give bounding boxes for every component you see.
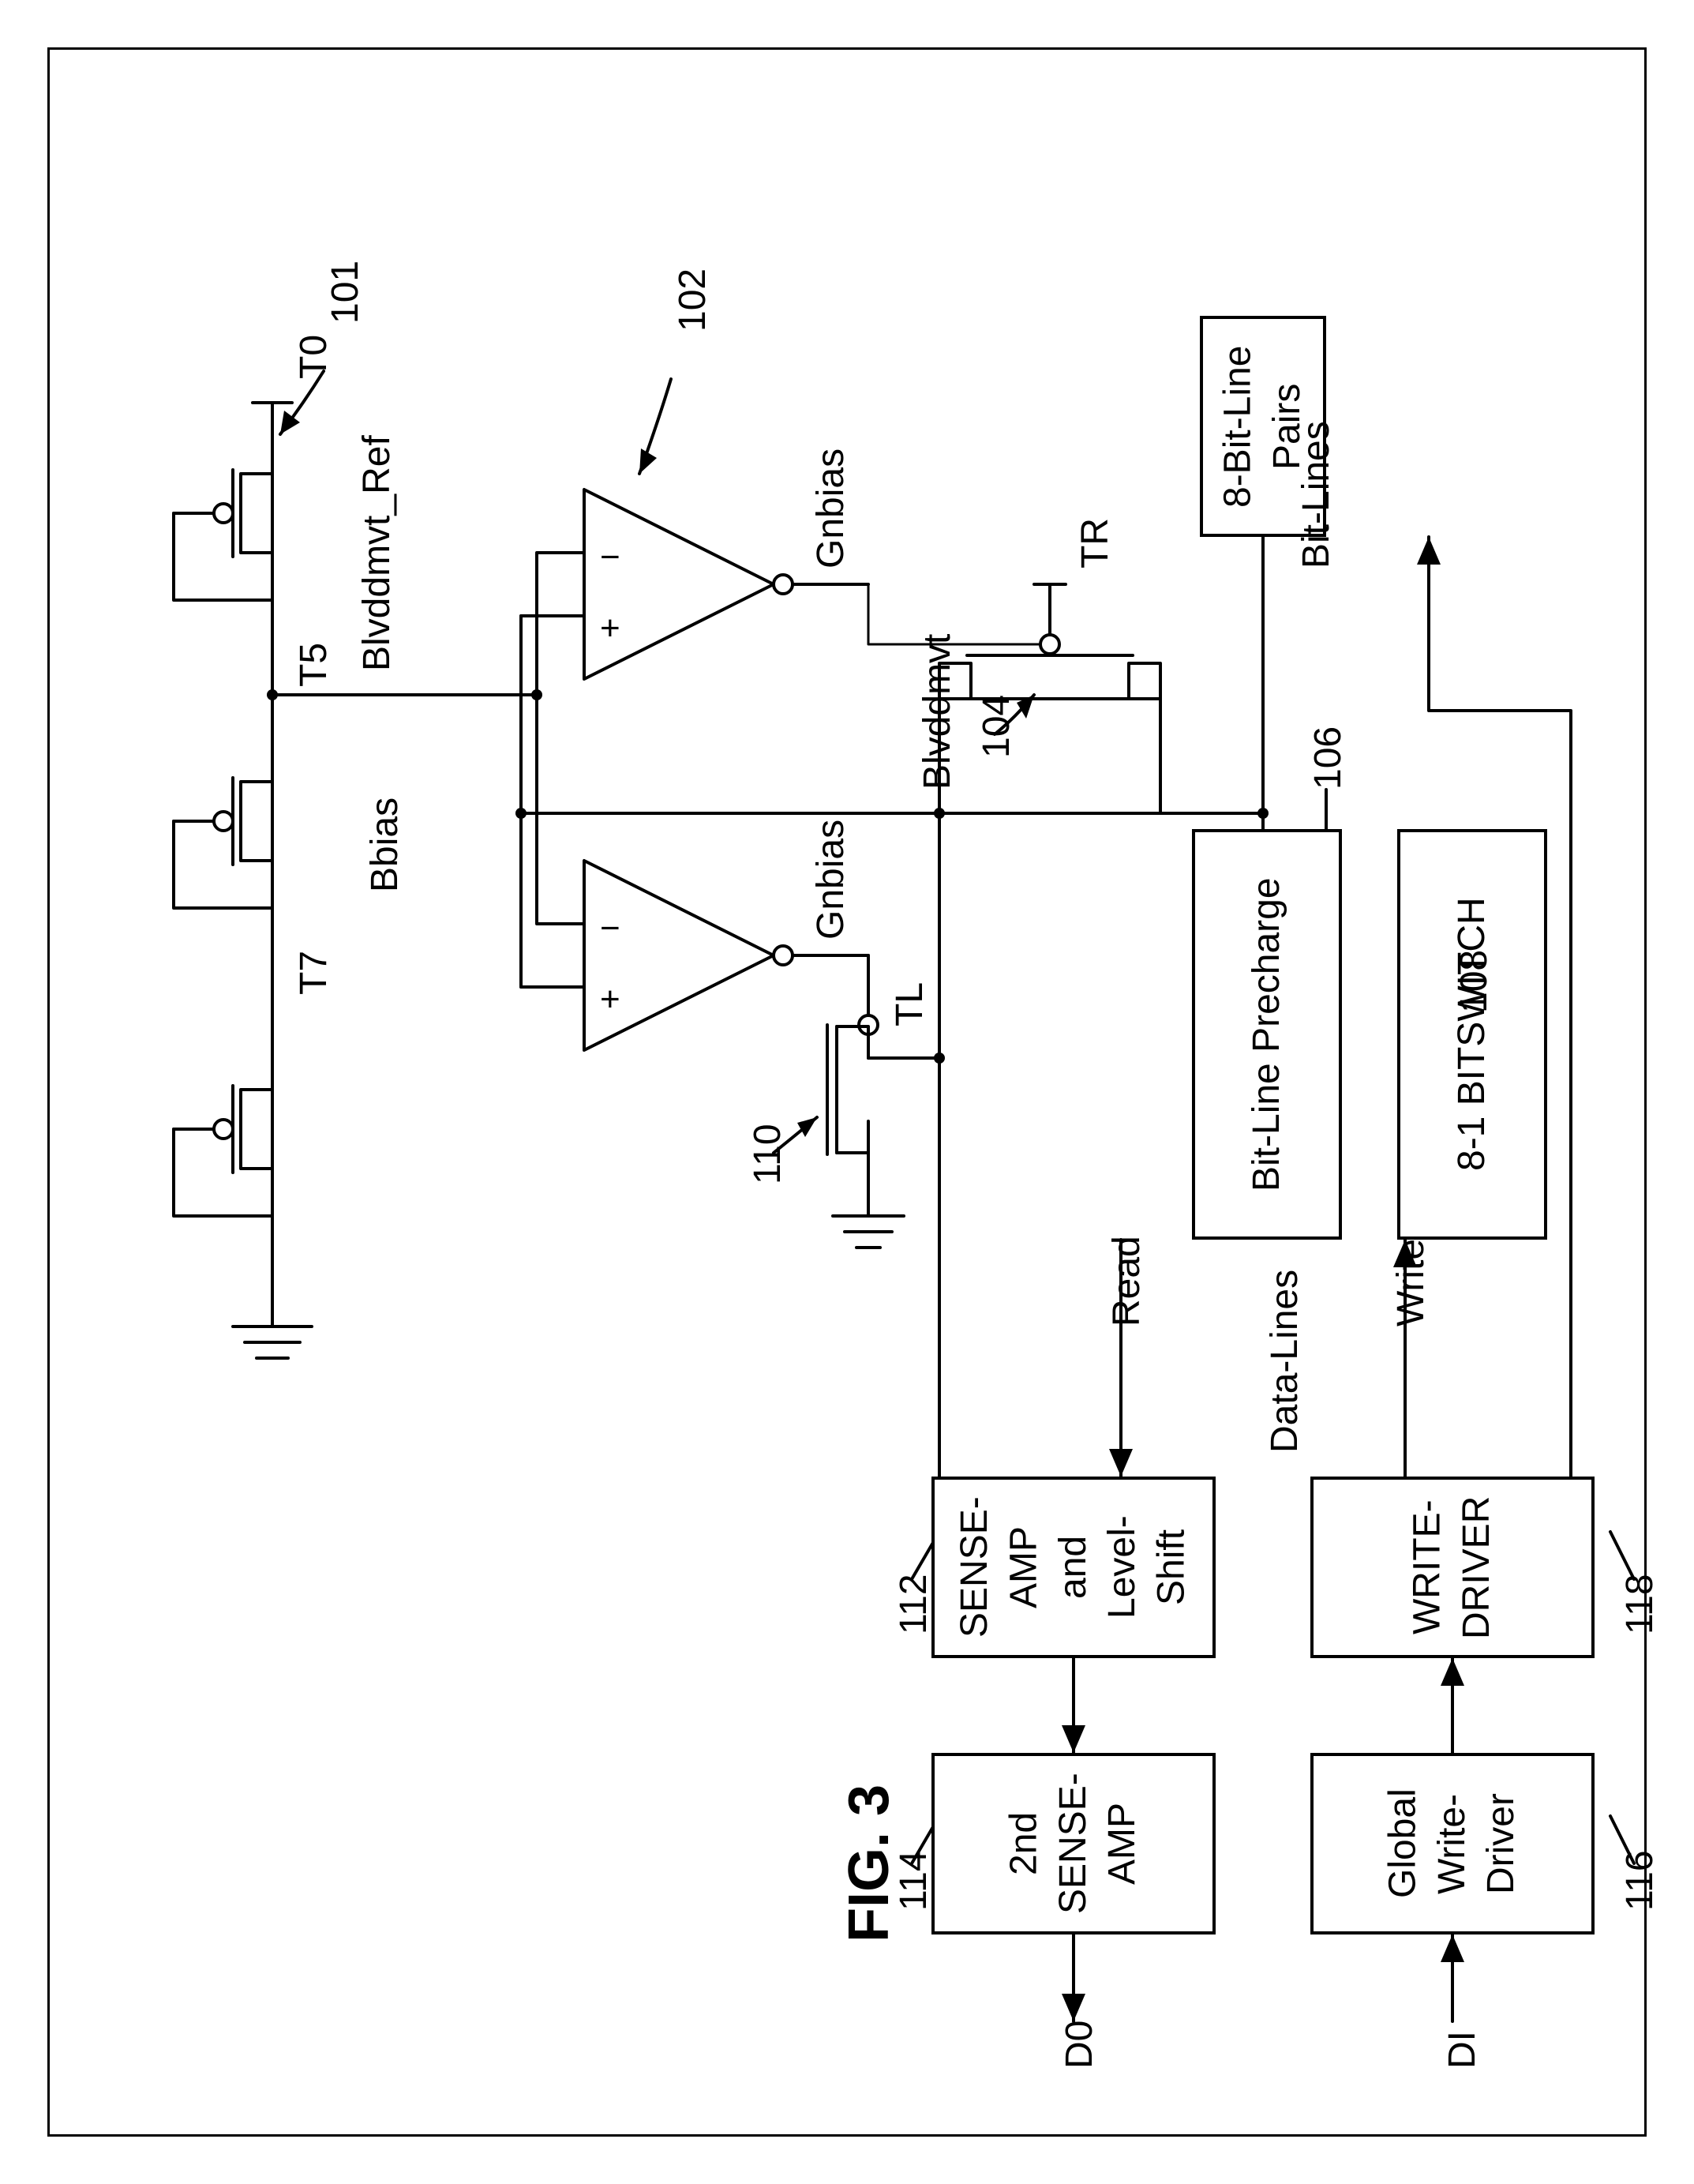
label-ref118: 118 bbox=[1618, 1574, 1662, 1634]
label-ref104: 104 bbox=[975, 695, 1018, 758]
block-second-senseamp-label: 2ndSENSE-AMP bbox=[999, 1756, 1147, 1931]
label-ref102: 102 bbox=[671, 268, 714, 332]
label-ref106: 106 bbox=[1306, 726, 1350, 790]
label-bitlines: Bit-Lines bbox=[1295, 421, 1338, 569]
svg-text:+: + bbox=[600, 980, 620, 1019]
label-blvddmvt-ref: Blvddmvt_Ref bbox=[355, 435, 399, 671]
label-t5: T5 bbox=[292, 643, 335, 687]
label-bbias: Bbias bbox=[363, 797, 407, 892]
block-bitline-precharge-label: Bit-Line Precharge bbox=[1242, 877, 1291, 1191]
svg-text:+: + bbox=[600, 609, 620, 647]
label-read: Read bbox=[1105, 1236, 1149, 1327]
label-ref108: 108 bbox=[1452, 950, 1496, 1013]
label-gnbias-top: Gnbias bbox=[809, 448, 853, 569]
figure-page: − + − + bbox=[32, 32, 1662, 2152]
svg-text:−: − bbox=[600, 909, 620, 948]
label-ref110: 110 bbox=[746, 1124, 789, 1184]
label-blvddmvt: Blvddmvt bbox=[916, 634, 959, 790]
block-bitswitch: 8-1 BITSWITCH bbox=[1397, 829, 1547, 1240]
label-ref101: 101 bbox=[324, 261, 367, 324]
label-ref116: 116 bbox=[1618, 1850, 1662, 1911]
block-senseamp-levelshift-label: SENSE-AMPand Level-Shift bbox=[950, 1480, 1197, 1655]
label-write: Write bbox=[1389, 1239, 1433, 1327]
block-senseamp-levelshift: SENSE-AMPand Level-Shift bbox=[931, 1477, 1216, 1658]
figure-label: FIG. 3 bbox=[837, 1784, 901, 1942]
block-global-write-driver: GlobalWrite-Driver bbox=[1310, 1753, 1595, 1934]
label-gnbias-bot: Gnbias bbox=[809, 820, 853, 940]
svg-text:−: − bbox=[600, 538, 620, 576]
block-write-driver-label: WRITE-DRIVER bbox=[1404, 1480, 1502, 1655]
label-tl: TL bbox=[888, 982, 931, 1026]
block-second-senseamp: 2ndSENSE-AMP bbox=[931, 1753, 1216, 1934]
block-bitswitch-label: 8-1 BITSWITCH bbox=[1448, 898, 1497, 1172]
label-ref112: 112 bbox=[892, 1574, 935, 1634]
block-write-driver: WRITE-DRIVER bbox=[1310, 1477, 1595, 1658]
label-di: DI bbox=[1441, 2031, 1484, 2069]
label-t7: T7 bbox=[292, 951, 335, 995]
label-datalines: Data-Lines bbox=[1263, 1270, 1306, 1453]
block-bitline-precharge: Bit-Line Precharge bbox=[1192, 829, 1342, 1240]
label-t0: T0 bbox=[292, 335, 335, 379]
label-tr: TR bbox=[1074, 518, 1117, 569]
label-d0: D0 bbox=[1058, 2021, 1101, 2069]
block-global-write-driver-label: GlobalWrite-Driver bbox=[1378, 1756, 1526, 1931]
